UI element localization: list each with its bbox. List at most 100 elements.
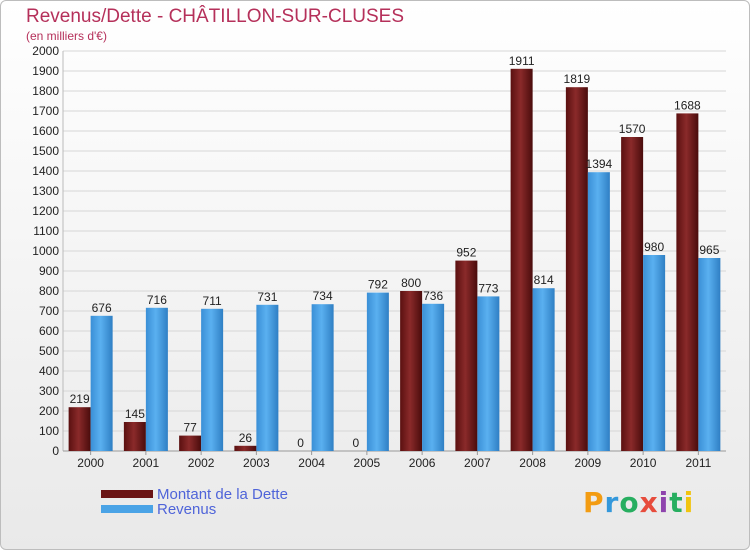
data-label-revenus: 731 <box>257 290 277 304</box>
bar-dette <box>621 137 644 451</box>
y-tick-label: 800 <box>39 284 59 298</box>
grid <box>62 50 726 452</box>
legend: Montant de la Dette Revenus <box>101 487 288 517</box>
bar-revenus <box>698 258 721 451</box>
x-tick-label: 2005 <box>354 456 381 470</box>
data-label-revenus: 773 <box>478 281 498 295</box>
legend-item-revenus: Revenus <box>101 502 288 517</box>
x-tick-label: 2010 <box>630 456 657 470</box>
y-tick-label: 1800 <box>32 84 59 98</box>
bar-revenus <box>643 255 666 451</box>
x-tick-label: 2001 <box>133 456 160 470</box>
x-tick-label: 2008 <box>519 456 546 470</box>
bar-revenus <box>201 308 224 451</box>
data-label-revenus: 676 <box>92 301 112 315</box>
bar-revenus <box>477 296 500 451</box>
data-label-revenus: 792 <box>368 278 388 292</box>
y-tick-label: 1600 <box>32 124 59 138</box>
data-label-dette: 219 <box>70 392 90 406</box>
y-tick-label: 1500 <box>32 144 59 158</box>
data-label-revenus: 965 <box>699 243 719 257</box>
data-label-revenus: 716 <box>147 293 167 307</box>
x-tick-label: 2011 <box>685 456 711 470</box>
logo-letter: o <box>619 486 640 519</box>
x-tick-label: 2007 <box>464 456 491 470</box>
x-tick-label: 2000 <box>77 456 104 470</box>
y-tick-label: 300 <box>39 384 59 398</box>
logo-letter: P <box>583 486 605 519</box>
bar-dette <box>123 422 146 451</box>
data-label-dette: 0 <box>353 436 360 450</box>
logo-letter: i <box>683 486 695 519</box>
data-label-revenus: 711 <box>203 294 222 308</box>
chart-subtitle: (en milliers d'€) <box>26 29 107 43</box>
y-tick-label: 900 <box>39 264 59 278</box>
logo-letter: r <box>604 486 620 519</box>
y-tick-label: 1400 <box>32 164 59 178</box>
data-label-dette: 0 <box>297 436 304 450</box>
bar-dette <box>510 68 533 452</box>
data-label-dette: 77 <box>183 421 197 435</box>
bar-revenus <box>587 172 610 451</box>
bar-dette <box>179 435 202 451</box>
bar-revenus <box>256 304 279 451</box>
bar-revenus <box>422 303 445 451</box>
data-label-revenus: 1394 <box>586 157 613 171</box>
proxiti-logo: Proxiti <box>583 486 694 519</box>
data-label-dette: 1570 <box>619 122 646 136</box>
logo-letter: i <box>658 486 670 519</box>
legend-label-dette: Montant de la Dette <box>157 486 288 503</box>
logo-letter: t <box>669 486 684 519</box>
y-tick-label: 700 <box>39 304 59 318</box>
legend-item-dette: Montant de la Dette <box>101 487 288 502</box>
bar-revenus <box>532 288 555 451</box>
logo-letter: x <box>639 486 659 519</box>
x-tick-label: 2002 <box>188 456 215 470</box>
bars <box>68 68 721 452</box>
bar-dette <box>565 87 588 451</box>
bar-dette <box>400 291 423 451</box>
data-label-revenus: 814 <box>534 273 554 287</box>
y-tick-label: 500 <box>39 344 59 358</box>
y-tick-label: 1100 <box>33 224 59 238</box>
chart-title: Revenus/Dette - CHÂTILLON-SUR-CLUSES <box>26 6 404 27</box>
data-label-dette: 1819 <box>564 72 591 86</box>
y-tick-label: 1300 <box>32 184 59 198</box>
y-axis-ticks: 0 100 200 300 400 500 600 700 800 900 1000 1100 1200… <box>32 44 59 458</box>
data-label-dette: 800 <box>401 276 421 290</box>
data-label-dette: 1911 <box>509 54 535 68</box>
x-tick-label: 2003 <box>243 456 270 470</box>
y-tick-label: 200 <box>39 404 59 418</box>
data-label-dette: 952 <box>456 246 476 260</box>
bar-revenus <box>90 315 113 451</box>
y-tick-label: 400 <box>39 364 59 378</box>
data-label-dette: 145 <box>125 407 145 421</box>
y-tick-label: 600 <box>39 324 59 338</box>
data-label-revenus: 980 <box>644 240 664 254</box>
y-tick-label: 1000 <box>32 244 59 258</box>
x-tick-label: 2004 <box>298 456 325 470</box>
y-tick-label: 100 <box>39 424 59 438</box>
bar-dette <box>455 260 478 451</box>
legend-swatch-dette <box>101 490 153 499</box>
y-tick-label: 1900 <box>32 64 59 78</box>
bar-dette <box>234 445 257 451</box>
y-tick-label: 2000 <box>32 44 59 58</box>
legend-swatch-revenus <box>101 505 153 514</box>
bar-dette <box>676 113 699 452</box>
data-label-revenus: 734 <box>313 289 333 303</box>
data-label-dette: 26 <box>239 431 253 445</box>
bar-revenus <box>311 304 334 451</box>
data-label-dette: 1688 <box>674 98 701 112</box>
bar-dette <box>68 407 91 451</box>
y-tick-label: 0 <box>52 444 59 458</box>
x-tick-label: 2009 <box>575 456 602 470</box>
legend-label-revenus: Revenus <box>157 501 217 518</box>
x-tick-label: 2006 <box>409 456 436 470</box>
bar-revenus <box>366 292 389 451</box>
data-label-revenus: 736 <box>423 289 443 303</box>
bar-revenus <box>145 307 168 451</box>
